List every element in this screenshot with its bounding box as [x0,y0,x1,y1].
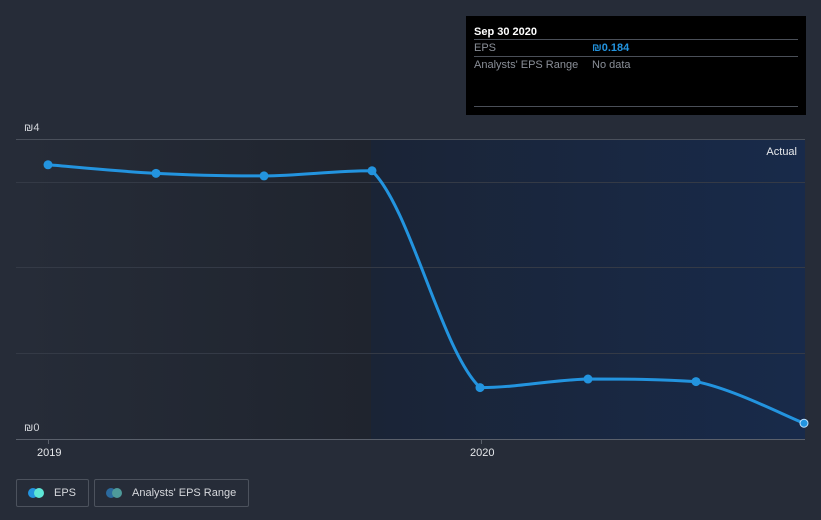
actual-region [371,139,805,439]
tooltip-eps-value: ₪0.184 [592,42,630,54]
legend-analysts-range-label: Analysts' EPS Range [132,487,237,499]
x-axis-label-2020: 2020 [470,447,494,459]
tooltip-date: Sep 30 2020 [474,24,798,40]
tooltip-range-value: No data [592,59,631,71]
eps-data-point[interactable] [259,171,269,181]
tooltip-row-eps: EPS ₪0.184 [474,40,798,57]
legend-item-eps[interactable]: EPS [16,479,90,507]
tooltip-row-range: Analysts' EPS Range No data [474,57,798,74]
tooltip-divider [474,106,798,107]
legend-item-analysts-range[interactable]: Analysts' EPS Range [94,479,250,507]
eps-legend-icon [28,488,44,498]
eps-data-point[interactable] [475,383,485,393]
eps-data-point[interactable] [43,160,53,170]
tooltip: Sep 30 2020 EPS ₪0.184 Analysts' EPS Ran… [466,16,806,115]
eps-data-point[interactable] [583,374,593,384]
eps-data-points [43,160,809,428]
actual-region-label: Actual [766,146,797,158]
analysts-range-legend-icon [106,488,123,498]
y-axis-min-label: ₪0 [24,422,39,434]
legend-eps-label: EPS [54,487,77,499]
eps-line [46,163,806,425]
tooltip-eps-label: EPS [474,42,497,54]
gridlines [16,139,805,444]
y-axis-max-label: ₪4 [24,122,39,134]
tooltip-range-label: Analysts' EPS Range [474,59,579,71]
past-region [16,139,371,439]
eps-data-point[interactable] [367,166,377,176]
eps-data-point[interactable] [691,377,701,387]
x-axis-label-2019: 2019 [37,447,61,459]
eps-data-point[interactable] [151,168,161,178]
legend: EPS Analysts' EPS Range [16,479,250,507]
eps-data-point[interactable] [799,418,809,428]
